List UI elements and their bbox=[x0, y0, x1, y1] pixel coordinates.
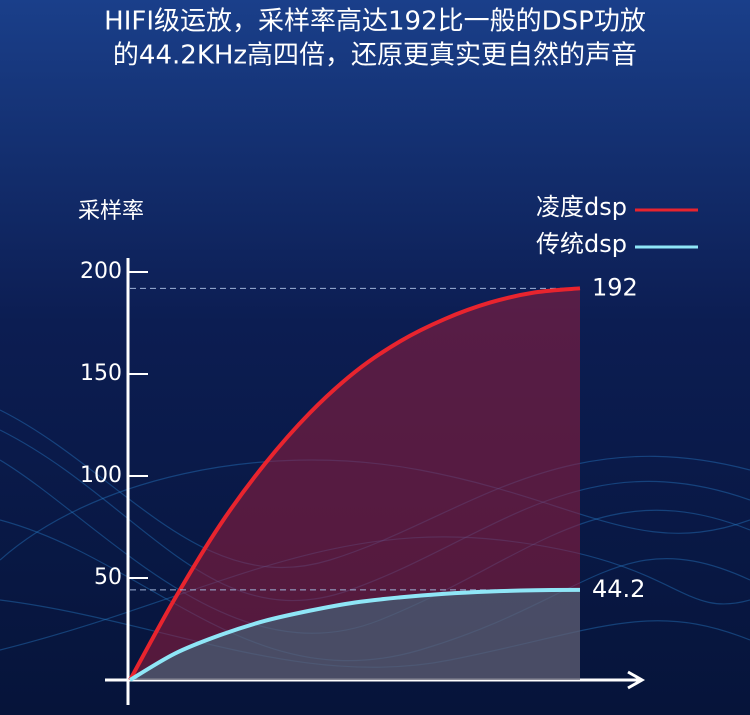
legend-label: 凌度dsp bbox=[536, 193, 627, 221]
value-label: 192 bbox=[592, 273, 638, 301]
y-tick-label: 150 bbox=[80, 361, 122, 386]
y-tick-label: 100 bbox=[80, 463, 122, 488]
y-tick-label: 50 bbox=[94, 565, 122, 590]
y-tick-label: 200 bbox=[80, 259, 122, 284]
line bbox=[128, 286, 581, 681]
value-label: 44.2 bbox=[592, 575, 645, 603]
title-line: 的44.2KHz高四倍，还原更真实更自然的声音 bbox=[113, 41, 637, 71]
line bbox=[128, 587, 581, 682]
y-axis-label: 采样率 bbox=[78, 199, 144, 224]
area bbox=[130, 589, 580, 680]
x-axis-arrow bbox=[627, 670, 646, 690]
legend-label: 传统dsp bbox=[536, 230, 627, 258]
area bbox=[130, 288, 580, 680]
title-line: HIFI级运放，采样率高达192比一般的DSP功放 bbox=[104, 7, 646, 37]
